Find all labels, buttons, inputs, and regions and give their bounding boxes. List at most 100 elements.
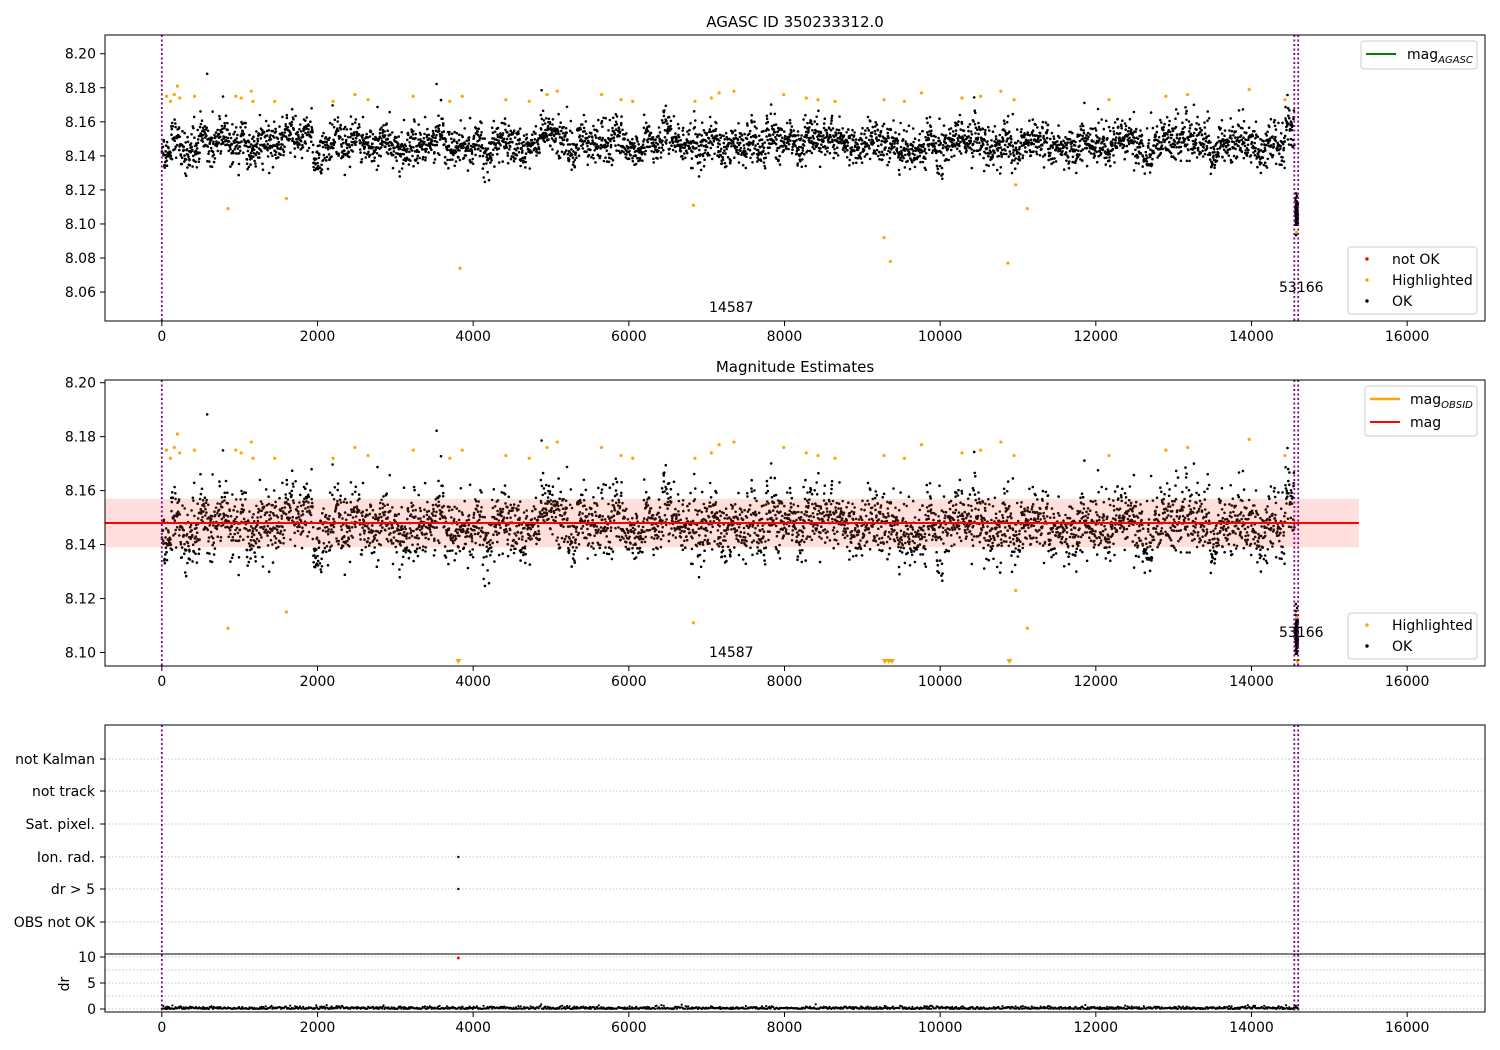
ok-point — [486, 170, 489, 174]
ok-point — [651, 136, 655, 139]
ok-point — [848, 164, 851, 167]
ok-point — [958, 144, 961, 148]
ok-point — [1103, 142, 1106, 146]
ok-point — [468, 158, 472, 162]
ok-point — [659, 151, 663, 154]
ok-point — [811, 145, 814, 149]
ok-point — [739, 149, 742, 153]
ok-point — [684, 142, 688, 145]
ok-point — [237, 539, 241, 542]
ok-point — [164, 536, 167, 539]
ok-point — [1242, 119, 1246, 123]
ok-point — [803, 152, 806, 156]
ok-point — [1274, 162, 1278, 166]
ok-point — [345, 128, 349, 131]
ok-point — [1212, 154, 1215, 157]
ok-point — [1221, 138, 1225, 141]
ok-point — [1253, 153, 1257, 157]
ok-point — [893, 145, 896, 149]
ok-point — [178, 513, 182, 516]
ok-point — [299, 140, 303, 143]
ok-point — [464, 154, 468, 157]
ok-point — [199, 472, 202, 476]
ok-point — [1279, 132, 1283, 135]
ok-point — [370, 159, 374, 163]
ok-point — [260, 536, 263, 539]
ok-point — [579, 128, 582, 131]
ok-point — [969, 130, 973, 133]
highlighted-point — [353, 92, 357, 97]
ok-point — [975, 141, 979, 144]
ok-point — [199, 110, 202, 113]
ok-point — [878, 150, 881, 154]
ok-point — [1015, 141, 1018, 145]
ok-point — [199, 122, 203, 126]
ok-point — [752, 139, 755, 143]
ok-point — [627, 146, 630, 149]
ok-point — [305, 127, 308, 130]
ok-point — [377, 137, 381, 141]
ok-point — [845, 156, 849, 159]
ok-point — [863, 155, 867, 158]
ok-point — [785, 147, 788, 151]
ok-point — [505, 137, 509, 141]
ok-point — [292, 485, 295, 488]
ok-point — [587, 135, 591, 138]
ok-point — [508, 133, 511, 136]
ok-point — [405, 150, 408, 154]
ok-point — [974, 132, 977, 135]
ok-point — [954, 129, 958, 132]
ok-point — [301, 526, 304, 529]
ok-point — [726, 145, 730, 148]
ok-point — [1184, 106, 1187, 109]
ok-point — [807, 130, 810, 133]
ok-point — [512, 151, 516, 155]
ok-point — [723, 149, 726, 152]
ok-point — [256, 516, 259, 519]
ok-point — [763, 141, 767, 144]
ok-point — [1232, 134, 1235, 137]
ok-point — [458, 133, 461, 136]
ok-point — [392, 153, 395, 157]
ok-point — [1221, 156, 1224, 159]
ok-point — [477, 127, 481, 130]
ok-point — [342, 141, 345, 145]
ok-point — [212, 541, 216, 544]
ok-point — [226, 502, 229, 505]
ok-point — [275, 528, 279, 531]
ok-point — [481, 146, 485, 150]
ok-point — [657, 149, 660, 153]
ok-point — [934, 151, 938, 155]
ok-point — [751, 142, 755, 145]
ok-point — [307, 146, 311, 150]
ok-point — [698, 148, 701, 152]
ok-point — [674, 140, 677, 143]
ok-point — [805, 134, 809, 137]
ok-point — [184, 574, 188, 578]
highlighted-point — [999, 89, 1003, 93]
ok-point — [559, 121, 562, 124]
ok-point — [1147, 142, 1150, 145]
ok-point — [602, 159, 606, 163]
panel2-title: Magnitude Estimates — [716, 358, 874, 376]
ok-point — [406, 131, 410, 135]
ok-point — [299, 493, 302, 497]
ok-point — [520, 146, 523, 150]
ok-point — [992, 163, 995, 167]
ok-point — [582, 126, 586, 130]
ok-point — [1208, 153, 1212, 156]
ok-point — [275, 547, 278, 550]
ok-point — [1082, 129, 1085, 132]
ok-point — [299, 123, 302, 126]
ok-point — [834, 134, 838, 137]
ok-point — [490, 126, 494, 129]
ok-point — [1050, 162, 1053, 166]
ok-point — [688, 128, 691, 132]
ok-point — [322, 153, 326, 157]
ok-point — [599, 154, 602, 158]
ok-point — [273, 144, 277, 147]
ok-point — [1203, 152, 1207, 156]
ok-point — [540, 117, 544, 121]
ok-point — [634, 162, 638, 166]
ok-point — [1067, 162, 1070, 165]
